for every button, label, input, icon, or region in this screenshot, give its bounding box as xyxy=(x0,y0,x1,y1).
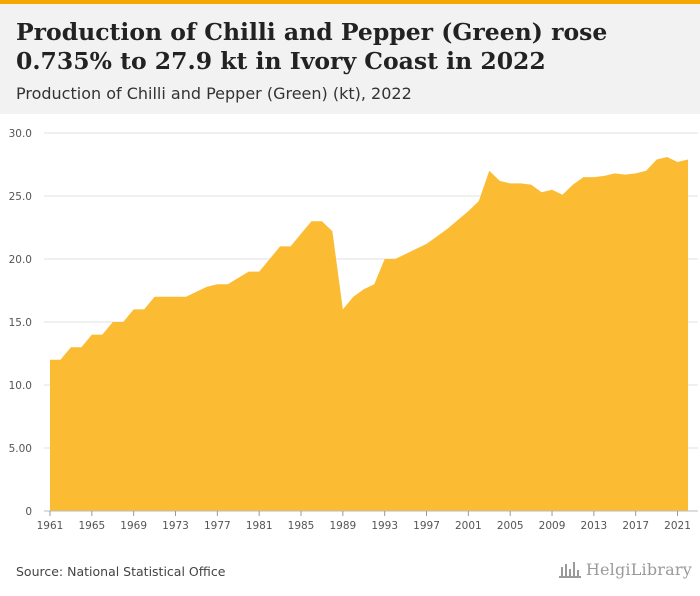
logo-text: HelgiLibrary xyxy=(585,560,692,579)
x-tick-label: 1961 xyxy=(37,520,64,532)
x-tick-label: 1993 xyxy=(371,520,398,532)
x-tick-label: 1965 xyxy=(78,520,105,532)
y-tick-label: 25.0 xyxy=(9,191,32,203)
y-tick-label: 20.0 xyxy=(9,254,32,266)
axes: 0 5.00 10.0 15.0 20.0 25.0 30.0 1961 1965 1969 197… xyxy=(9,128,698,532)
y-tick-label: 30.0 xyxy=(9,128,32,140)
production-area-chart: 0 5.00 10.0 15.0 20.0 25.0 30.0 1961 1965 1969 197… xyxy=(9,128,698,532)
x-tick-label: 1981 xyxy=(246,520,273,532)
area-series xyxy=(50,156,688,511)
x-tick-label: 2017 xyxy=(622,520,649,532)
x-tick-label: 2001 xyxy=(455,520,482,532)
chart-title: Production of Chilli and Pepper (Green) … xyxy=(16,18,608,75)
y-tick-label: 10.0 xyxy=(9,380,32,392)
x-tick-label: 1973 xyxy=(162,520,189,532)
x-tick-label: 1985 xyxy=(288,520,315,532)
x-tick-label: 2005 xyxy=(497,520,524,532)
y-tick-label: 15.0 xyxy=(9,317,32,329)
source-note: Source: National Statistical Office xyxy=(16,564,226,579)
x-tick-label: 2009 xyxy=(539,520,566,532)
y-tick-label: 0 xyxy=(25,506,32,518)
library-building-icon xyxy=(558,561,581,578)
x-tick-label: 1969 xyxy=(120,520,147,532)
production-area xyxy=(50,156,688,511)
chart-subtitle: Production of Chilli and Pepper (Green) … xyxy=(16,84,412,103)
y-tick-label: 5.00 xyxy=(9,443,32,455)
x-tick-label: 2013 xyxy=(581,520,608,532)
top-accent-bar xyxy=(0,0,700,4)
chart-header: Production of Chilli and Pepper (Green) … xyxy=(0,4,700,114)
x-tick-label: 2021 xyxy=(664,520,691,532)
x-tick-label: 1989 xyxy=(329,520,356,532)
helgi-library-logo[interactable]: HelgiLibrary xyxy=(558,560,692,579)
x-tick-label: 1997 xyxy=(413,520,440,532)
x-tick-label: 1977 xyxy=(204,520,231,532)
